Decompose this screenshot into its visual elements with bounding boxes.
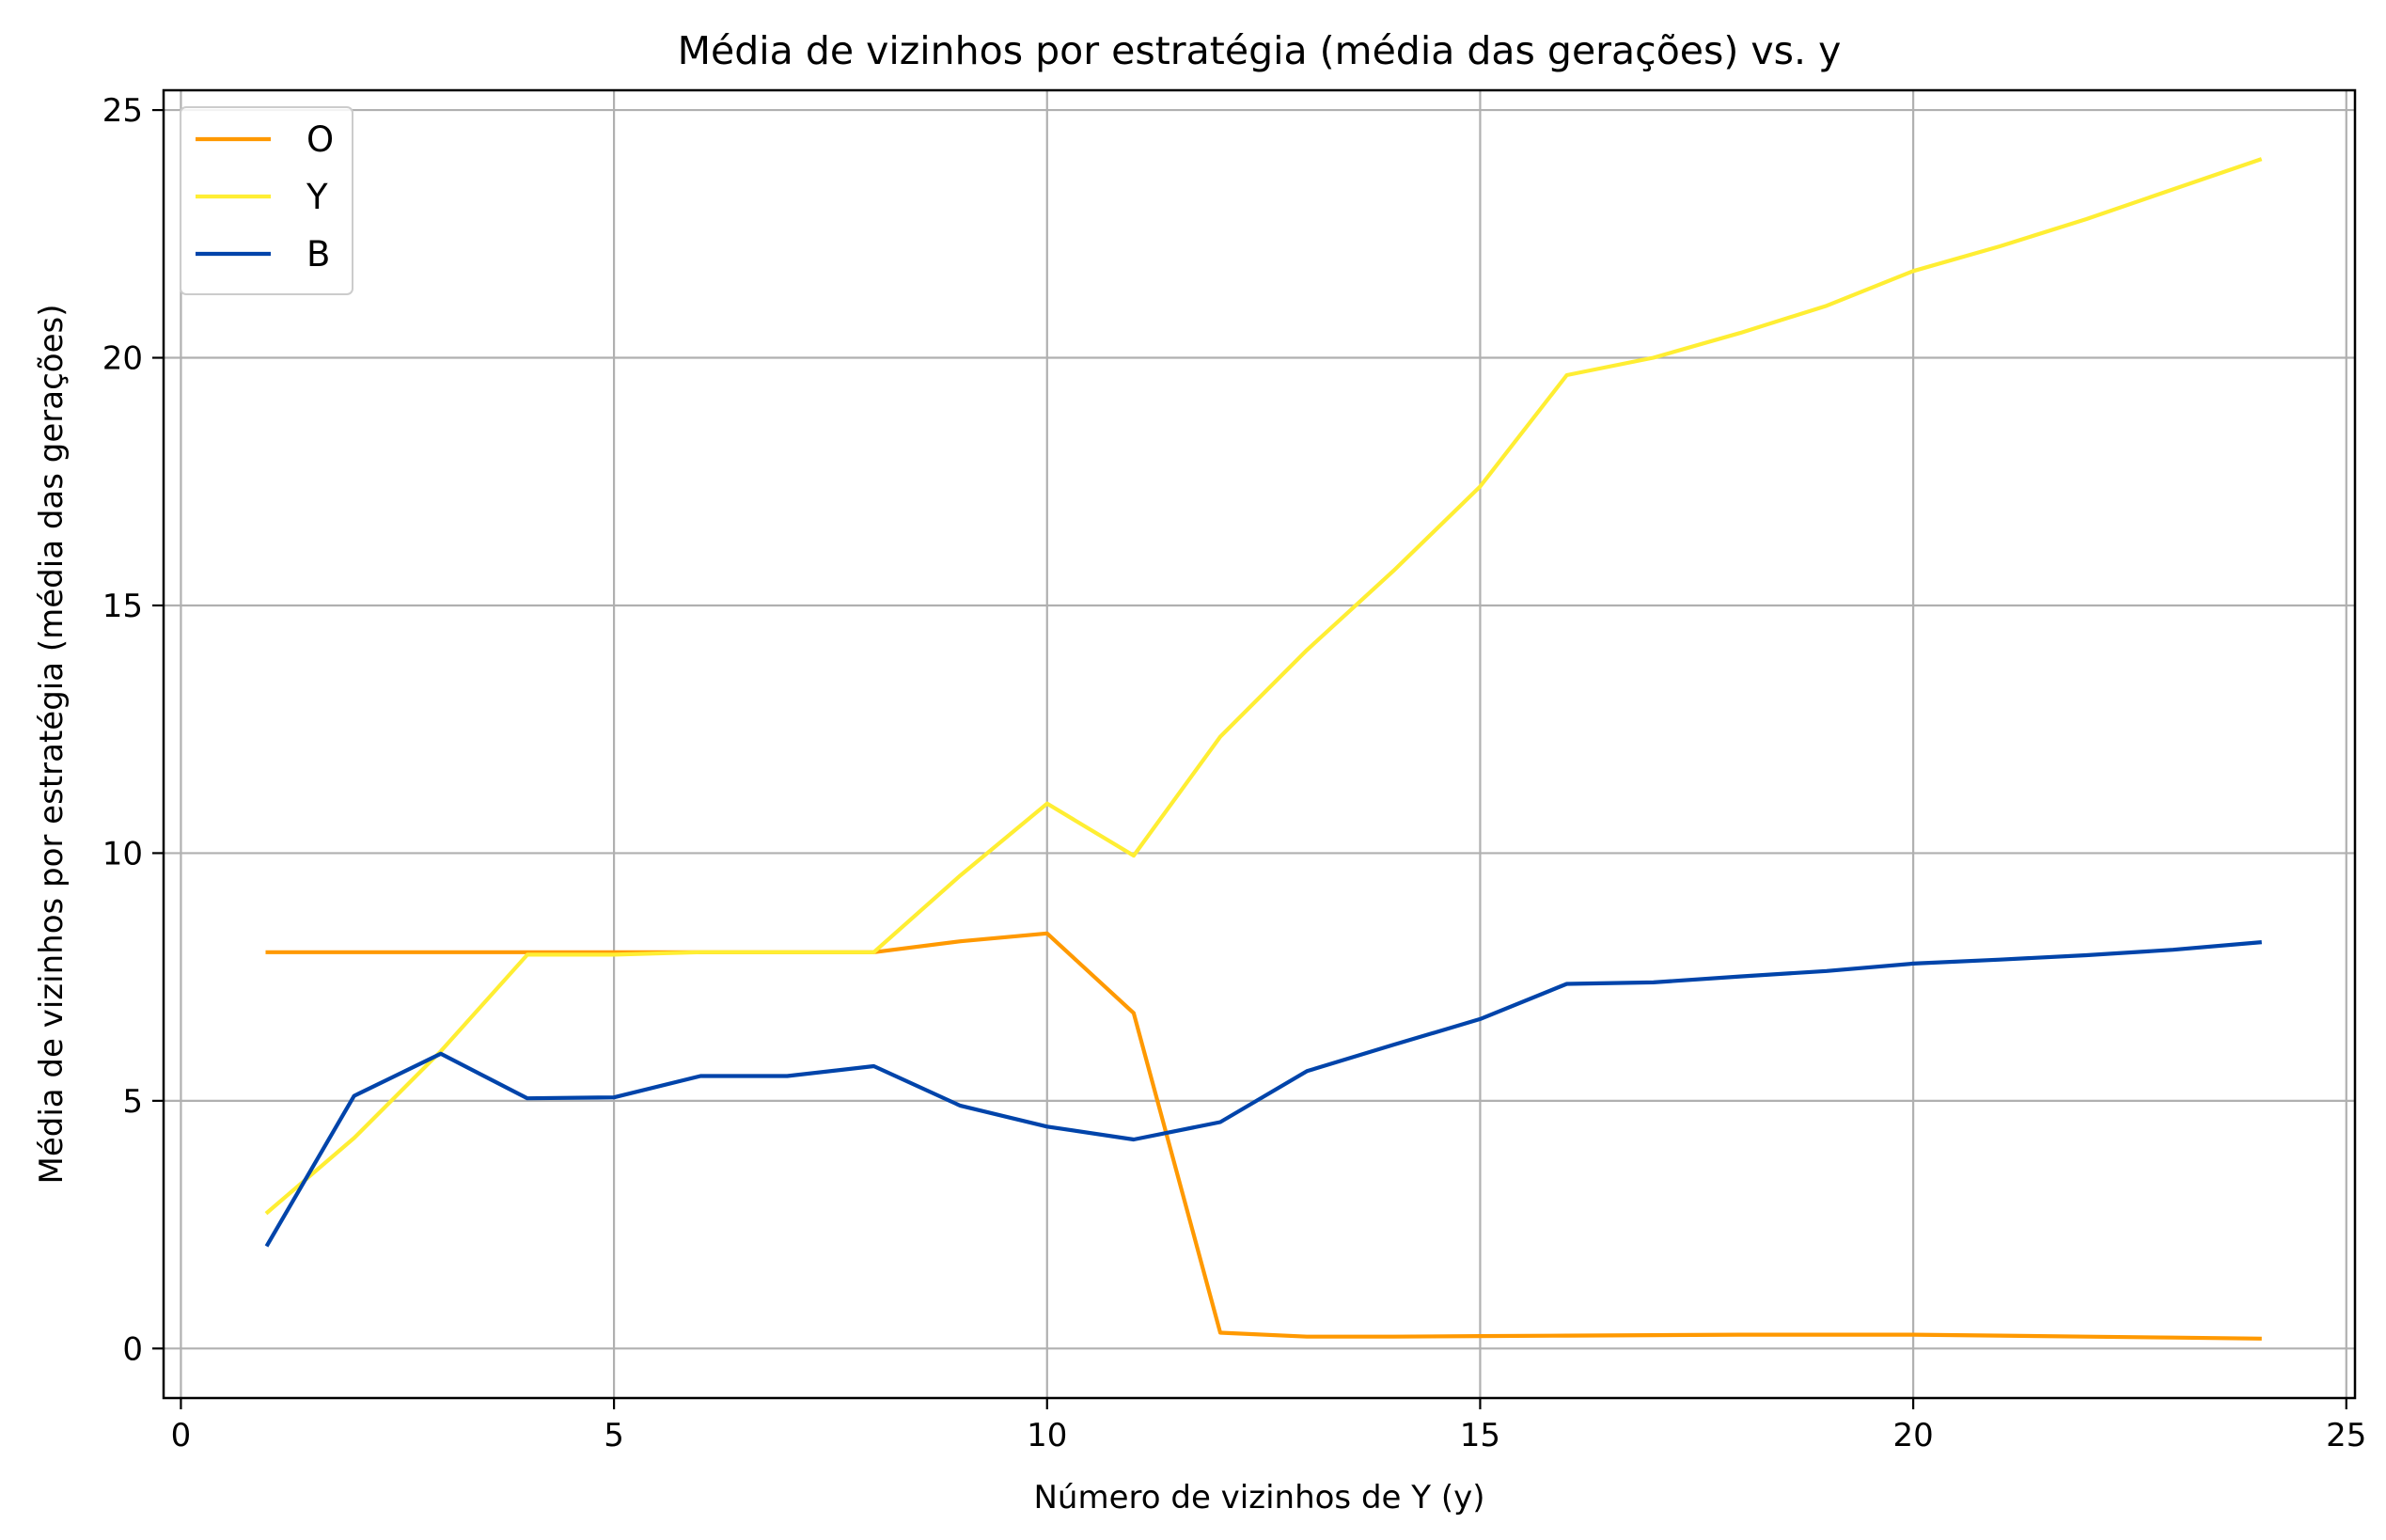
x-tick-label: 15 xyxy=(1460,1417,1500,1454)
x-tick-label: 5 xyxy=(604,1417,624,1454)
plot-frame xyxy=(162,88,2357,1400)
series-line-b xyxy=(264,940,2262,1248)
x-axis-ticks: 0 5 10 15 20 25 xyxy=(171,1398,2366,1454)
x-tick-label: 20 xyxy=(1892,1417,1933,1454)
series-line-y xyxy=(264,157,2263,1216)
grid-lines xyxy=(164,90,2355,1398)
y-tick-label: 10 xyxy=(102,835,143,872)
y-axis-ticks: 0 5 10 15 20 25 xyxy=(102,92,164,1368)
legend: OYB xyxy=(180,106,353,295)
series-lines xyxy=(264,157,2263,1341)
series-line-o xyxy=(265,931,2262,1341)
x-tick-label: 0 xyxy=(171,1417,192,1454)
y-tick-label: 15 xyxy=(102,588,143,625)
legend-label-o: O xyxy=(306,119,334,160)
y-tick-label: 5 xyxy=(122,1083,143,1121)
y-tick-label: 0 xyxy=(122,1330,143,1368)
x-axis-label: Número de vizinhos de Y (y) xyxy=(1034,1479,1485,1516)
legend-box xyxy=(180,106,353,295)
legend-label-y: Y xyxy=(306,177,328,217)
chart-title: Média de vizinhos por estratégia (média … xyxy=(678,28,1842,73)
x-tick-label: 25 xyxy=(2326,1417,2366,1454)
x-tick-label: 10 xyxy=(1027,1417,1067,1454)
y-axis-label: Média de vizinhos por estratégia (média … xyxy=(33,305,71,1185)
legend-label-b: B xyxy=(306,234,330,275)
y-tick-label: 20 xyxy=(102,340,143,378)
y-tick-label: 25 xyxy=(102,92,143,130)
